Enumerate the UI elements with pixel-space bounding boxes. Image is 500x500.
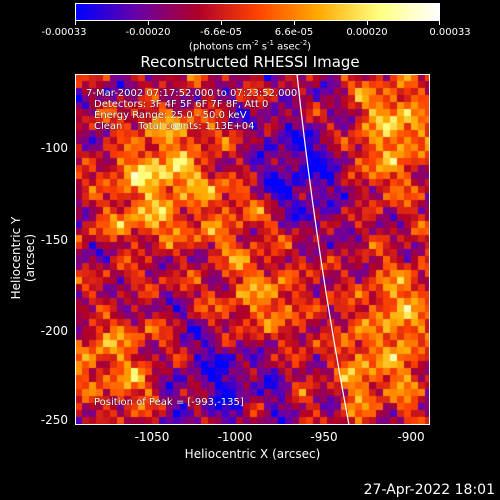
solar-limb-line xyxy=(296,74,350,425)
rhessi-image xyxy=(75,74,430,425)
colorbar-tick xyxy=(221,21,222,25)
method-counts-text: Clean Total counts: 1.13E+04 xyxy=(94,121,255,132)
colorbar-tick-label: -6.6e-05 xyxy=(200,27,242,38)
colorbar-tick-label: -0.00020 xyxy=(125,27,171,38)
y-axis-label: Heliocentric Y (arcsec) xyxy=(9,216,37,300)
colorbar-tick xyxy=(367,21,368,25)
x-tick-label: -950 xyxy=(310,430,338,444)
image-title: Reconstructed RHESSI Image xyxy=(140,53,360,71)
colorbar-units: (photons cm-2 s-1 asec-2) xyxy=(188,39,312,53)
colorbar-tick-label: 6.6e-05 xyxy=(274,27,314,38)
rhessi-image-plot: 7-Mar-2002 07:17:52.000 to 07:23:52.000 … xyxy=(75,74,430,425)
colorbar-tick xyxy=(148,21,149,25)
y-tick-label: -200 xyxy=(40,324,68,338)
x-tick-label: -1000 xyxy=(217,430,253,444)
peak-position-text: Position of Peak = [-993,-135] xyxy=(94,397,244,408)
colorbar-tick xyxy=(439,21,440,25)
solar-limb-overlay xyxy=(296,74,350,425)
y-tick-label: -150 xyxy=(40,233,68,247)
x-tick-label: -1050 xyxy=(134,430,170,444)
colorbar xyxy=(75,3,440,21)
y-tick-label: -250 xyxy=(40,413,68,427)
x-tick-label: -900 xyxy=(397,430,425,444)
detectors-text: Detectors: 3F 4F 5F 6F 7F 8F, Att 0 xyxy=(94,99,269,110)
colorbar-tick-label: 0.00033 xyxy=(429,27,471,38)
colorbar-tick xyxy=(75,21,76,25)
colorbar-tick xyxy=(294,21,295,25)
y-tick-label: -100 xyxy=(40,141,68,155)
energy-range-text: Energy Range: 25.0 - 50.0 keV xyxy=(94,110,247,121)
colorbar-tick-label: 0.00020 xyxy=(346,27,388,38)
time-range-text: 7-Mar-2002 07:17:52.000 to 07:23:52.000 xyxy=(86,88,298,99)
colorbar-tick-label: -0.00033 xyxy=(41,27,87,38)
x-axis-label: Heliocentric X (arcsec) xyxy=(184,447,321,461)
plot-timestamp: 27-Apr-2022 18:01 xyxy=(363,482,495,498)
